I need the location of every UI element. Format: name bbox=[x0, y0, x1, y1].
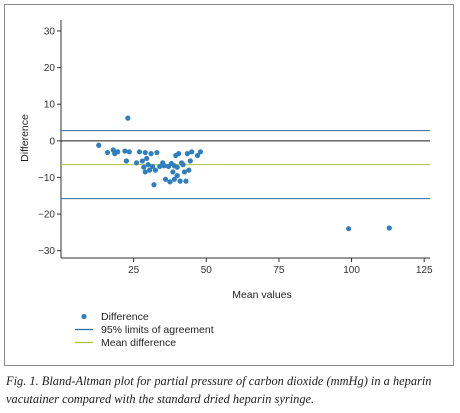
data-point bbox=[104, 149, 111, 156]
data-point bbox=[149, 163, 156, 170]
y-axis-title: Difference bbox=[19, 114, 31, 162]
data-point bbox=[141, 164, 147, 170]
x-tick-label: 75 bbox=[273, 265, 285, 276]
data-point bbox=[96, 142, 102, 148]
data-point bbox=[142, 149, 148, 156]
data-point bbox=[181, 169, 188, 175]
data-point bbox=[174, 164, 180, 170]
y-tick-label: −20 bbox=[38, 210, 55, 221]
x-axis-title: Mean values bbox=[232, 289, 292, 301]
data-point bbox=[115, 149, 121, 155]
data-point bbox=[142, 169, 148, 175]
data-point bbox=[145, 162, 151, 168]
reference-lines bbox=[61, 130, 430, 200]
y-tick-label: 10 bbox=[44, 100, 56, 111]
data-point bbox=[167, 179, 173, 185]
data-point bbox=[133, 160, 140, 166]
x-tick-label: 25 bbox=[128, 265, 140, 276]
data-point bbox=[147, 167, 153, 173]
figure-frame bbox=[4, 4, 454, 366]
data-point bbox=[144, 155, 150, 162]
y-tick-label: 0 bbox=[49, 136, 55, 147]
x-tick-label: 125 bbox=[416, 265, 433, 276]
y-tick-label: 20 bbox=[44, 63, 56, 74]
data-point bbox=[123, 158, 129, 164]
data-point bbox=[194, 152, 201, 159]
data-point bbox=[125, 115, 131, 121]
data-point bbox=[152, 167, 159, 173]
data-point bbox=[154, 149, 160, 156]
data-point bbox=[176, 151, 182, 157]
y-tick-label: 30 bbox=[44, 26, 56, 37]
data-point bbox=[346, 226, 352, 232]
figure-caption: Fig. 1. Bland-Altman plot for partial pr… bbox=[6, 374, 432, 406]
data-point bbox=[162, 176, 169, 182]
x-tick-label: 100 bbox=[343, 265, 360, 276]
data-point bbox=[171, 176, 177, 182]
legend-label: 95% limits of agreement bbox=[101, 324, 214, 336]
data-point bbox=[122, 148, 128, 154]
legend-marker-point bbox=[81, 313, 87, 320]
data-point bbox=[183, 178, 189, 184]
data-point bbox=[386, 225, 392, 231]
data-point bbox=[157, 163, 163, 170]
data-point bbox=[148, 151, 154, 157]
data-point bbox=[177, 178, 183, 184]
data-point bbox=[139, 158, 145, 164]
legend-label: Difference bbox=[101, 311, 149, 323]
legend-label: Mean difference bbox=[101, 337, 176, 349]
scatter-points bbox=[96, 115, 392, 232]
y-tick-label: −30 bbox=[38, 246, 55, 257]
data-point bbox=[189, 149, 195, 155]
data-point bbox=[161, 163, 167, 169]
data-point bbox=[180, 162, 186, 168]
data-point bbox=[184, 151, 190, 157]
data-point bbox=[197, 149, 204, 155]
data-point bbox=[187, 158, 193, 164]
data-point bbox=[151, 182, 157, 188]
data-point bbox=[126, 149, 132, 155]
data-point bbox=[170, 169, 176, 175]
x-tick-label: 50 bbox=[201, 265, 213, 276]
data-point bbox=[136, 149, 143, 155]
data-point bbox=[186, 167, 192, 173]
data-point bbox=[174, 173, 180, 179]
y-tick-label: −10 bbox=[38, 173, 55, 184]
